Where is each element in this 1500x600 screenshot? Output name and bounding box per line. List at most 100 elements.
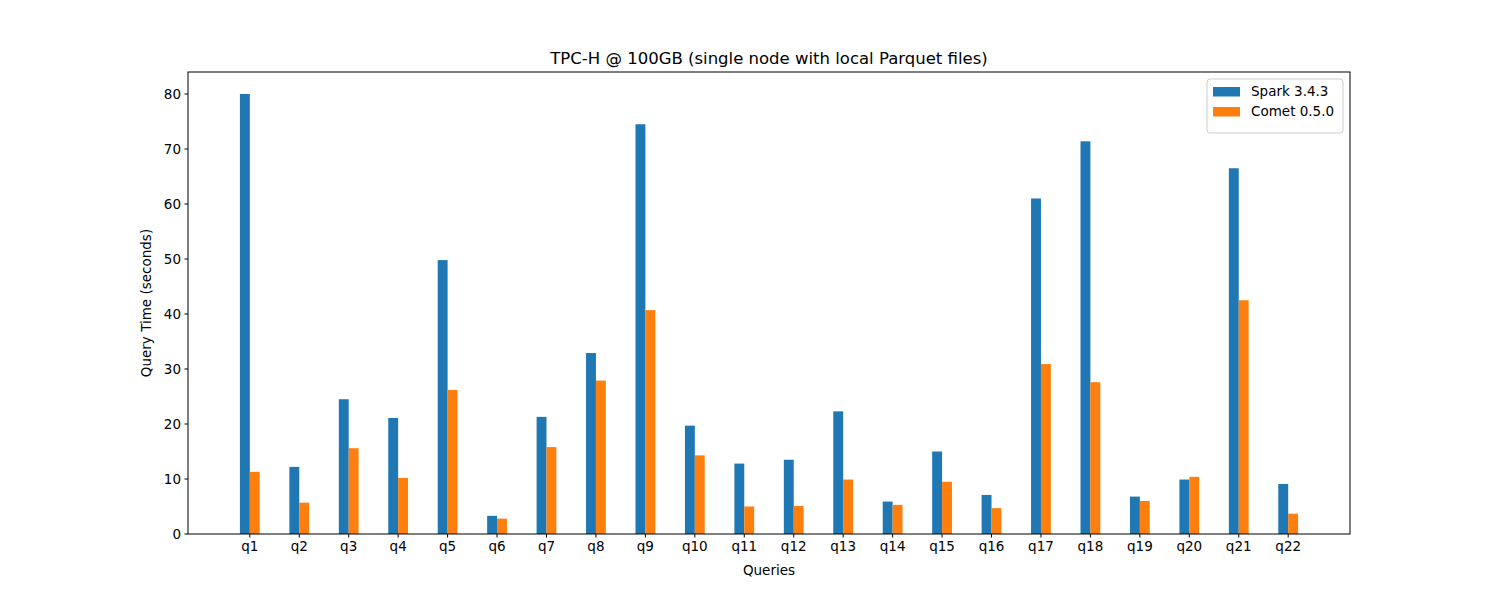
- bar: [982, 495, 992, 534]
- y-tick-label: 30: [164, 361, 181, 377]
- x-tick-label: q15: [929, 538, 955, 554]
- bar: [1041, 364, 1051, 534]
- y-tick-label: 20: [164, 416, 181, 432]
- y-tick-label: 0: [172, 526, 181, 542]
- bar: [734, 464, 744, 534]
- y-tick: [185, 149, 189, 150]
- x-tick-label: q8: [587, 538, 604, 554]
- bar: [685, 426, 695, 534]
- x-tick: [744, 534, 745, 538]
- x-tick: [843, 534, 844, 538]
- bar: [695, 455, 705, 534]
- bar: [546, 447, 556, 534]
- y-tick-label: 80: [164, 86, 181, 102]
- x-tick-label: q16: [979, 538, 1005, 554]
- bar: [438, 260, 448, 534]
- x-tick: [398, 534, 399, 538]
- x-tick: [348, 534, 349, 538]
- x-tick: [645, 534, 646, 538]
- x-tick-label: q22: [1275, 538, 1301, 554]
- x-tick-label: q4: [390, 538, 407, 554]
- bar: [1189, 477, 1199, 534]
- bar: [1179, 480, 1189, 534]
- x-tick: [942, 534, 943, 538]
- x-tick-label: q21: [1226, 538, 1252, 554]
- bar: [1229, 168, 1239, 534]
- bar: [784, 460, 794, 534]
- x-tick: [595, 534, 596, 538]
- bar: [398, 478, 408, 534]
- x-tick: [1040, 534, 1041, 538]
- bar: [448, 390, 458, 534]
- x-tick-label: q9: [637, 538, 654, 554]
- x-tick: [447, 534, 448, 538]
- x-tick-label: q11: [731, 538, 757, 554]
- legend-swatch: [1213, 87, 1240, 97]
- x-tick-label: q2: [291, 538, 308, 554]
- bar: [932, 452, 942, 535]
- y-tick-label: 70: [164, 141, 181, 157]
- bar: [1140, 501, 1150, 534]
- bar: [883, 502, 893, 534]
- x-tick-label: q20: [1176, 538, 1202, 554]
- bar: [942, 482, 952, 534]
- bar: [596, 381, 606, 534]
- bar: [1288, 514, 1298, 534]
- x-tick: [1139, 534, 1140, 538]
- x-tick-label: q10: [682, 538, 708, 554]
- bar: [893, 505, 903, 534]
- x-tick: [1189, 534, 1190, 538]
- bar: [1090, 382, 1100, 534]
- chart: 01020304050607080q1q2q3q4q5q6q7q8q9q10q1…: [0, 0, 1500, 600]
- x-tick-label: q17: [1028, 538, 1054, 554]
- bar: [1278, 484, 1288, 534]
- x-tick-label: q1: [241, 538, 258, 554]
- bar: [250, 472, 260, 534]
- bars: [240, 94, 1298, 534]
- y-tick: [185, 534, 189, 535]
- x-tick: [299, 534, 300, 538]
- x-tick-label: q7: [538, 538, 555, 554]
- y-tick: [185, 369, 189, 370]
- legend-box: [1207, 79, 1343, 133]
- y-tick-label: 40: [164, 306, 181, 322]
- x-tick-label: q14: [880, 538, 906, 554]
- bar: [1130, 497, 1140, 534]
- bar: [349, 448, 359, 534]
- bar: [645, 310, 655, 534]
- bar: [833, 411, 843, 534]
- bar: [339, 399, 349, 534]
- plot-frame: [188, 72, 1350, 534]
- y-tick-label: 10: [164, 471, 181, 487]
- title: TPC-H @ 100GB (single node with local Pa…: [549, 49, 987, 68]
- bar: [388, 418, 398, 534]
- x-tick-label: q18: [1078, 538, 1104, 554]
- bar: [1239, 300, 1249, 534]
- x-tick: [1288, 534, 1289, 538]
- bar: [240, 94, 250, 534]
- x-tick-label: q13: [830, 538, 856, 554]
- x-tick-label: q12: [781, 538, 807, 554]
- y-tick: [185, 314, 189, 315]
- x-tick: [892, 534, 893, 538]
- x-tick: [694, 534, 695, 538]
- x-tick: [991, 534, 992, 538]
- bar: [586, 353, 596, 534]
- y-axis-label: Query Time (seconds): [138, 229, 154, 377]
- y-tick: [185, 424, 189, 425]
- y-tick: [185, 204, 189, 205]
- x-tick-label: q19: [1127, 538, 1153, 554]
- y-tick-label: 60: [164, 196, 181, 212]
- y-tick: [185, 94, 189, 95]
- bar: [843, 480, 853, 534]
- legend: Spark 3.4.3Comet 0.5.0: [1207, 79, 1343, 133]
- y-tick: [185, 479, 189, 480]
- y-tick-label: 50: [164, 251, 181, 267]
- bar: [992, 508, 1002, 534]
- bar: [794, 506, 804, 534]
- bar: [635, 124, 645, 534]
- bar: [744, 507, 754, 535]
- bar: [299, 503, 309, 534]
- y-tick: [185, 259, 189, 260]
- bar: [537, 417, 547, 534]
